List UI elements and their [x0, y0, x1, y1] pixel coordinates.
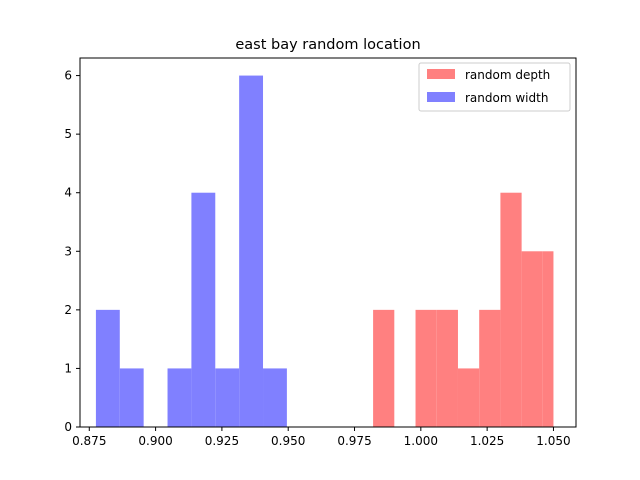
bars-layer: [95, 75, 554, 428]
bar-depth-8: [542, 251, 554, 427]
bar-width-7: [263, 368, 287, 427]
bar-width-4: [191, 192, 216, 427]
x-tick-label: 0.975: [337, 434, 371, 448]
chart-title: east bay random location: [235, 37, 420, 53]
legend-box: [418, 62, 571, 112]
x-tick-label: 1.000: [404, 434, 438, 448]
x-tick-label: 0.900: [138, 434, 172, 448]
legend: random depth random width: [418, 62, 571, 112]
plot-frame: [79, 57, 577, 428]
y-tick-label: 6: [64, 69, 72, 83]
legend-swatch-width: [427, 92, 455, 102]
x-axis: 0.875 0.900 0.925 0.950 0.975 1.000 1.025 1.050: [72, 427, 571, 448]
bar-depth-3: [436, 309, 458, 427]
x-tick-label: 0.875: [72, 434, 106, 448]
bar-width-6: [239, 75, 264, 428]
y-tick-label: 4: [64, 186, 72, 200]
bar-depth-2: [415, 309, 437, 427]
y-axis: 0 1 2 3 4 5 6: [64, 69, 80, 434]
legend-label-width: random width: [465, 91, 548, 105]
bar-depth-4: [457, 368, 480, 427]
legend-label-depth: random depth: [465, 68, 550, 82]
bar-depth-7: [521, 251, 543, 427]
bar-width-1: [119, 368, 144, 427]
legend-swatch-depth: [427, 69, 455, 79]
y-tick-label: 2: [64, 303, 72, 317]
bar-depth-6: [500, 192, 522, 427]
x-tick-label: 1.025: [470, 434, 504, 448]
bar-depth-0: [373, 309, 395, 427]
bar-width-5: [215, 368, 240, 427]
bar-depth-5: [479, 309, 501, 427]
y-tick-label: 0: [64, 420, 72, 434]
y-tick-label: 1: [64, 361, 72, 375]
y-tick-label: 5: [64, 127, 72, 141]
y-tick-label: 3: [64, 244, 72, 258]
x-tick-label: 1.050: [536, 434, 570, 448]
x-tick-label: 0.925: [205, 434, 239, 448]
bar-width-0: [95, 309, 120, 427]
bar-width-3: [167, 368, 192, 427]
x-tick-label: 0.950: [271, 434, 305, 448]
